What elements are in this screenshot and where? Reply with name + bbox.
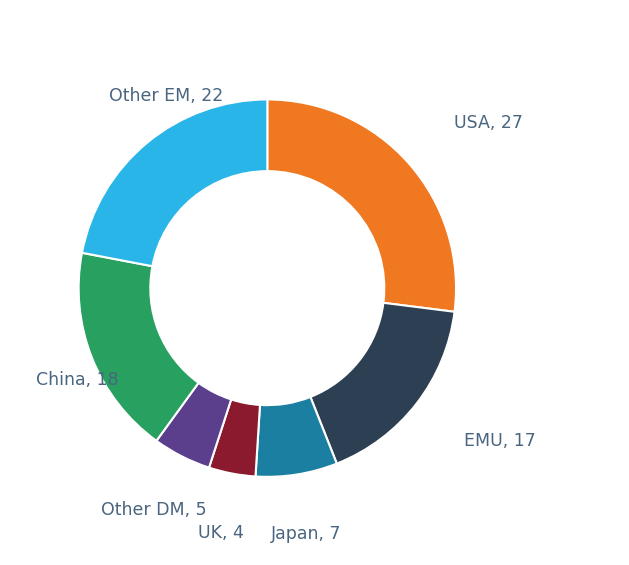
- Wedge shape: [82, 99, 267, 266]
- Wedge shape: [209, 399, 260, 476]
- Wedge shape: [255, 397, 337, 477]
- Text: Japan, 7: Japan, 7: [271, 525, 342, 543]
- Wedge shape: [310, 303, 455, 464]
- Text: Other DM, 5: Other DM, 5: [101, 501, 207, 519]
- Wedge shape: [157, 383, 231, 468]
- Text: USA, 27: USA, 27: [454, 115, 523, 132]
- Text: China, 18: China, 18: [36, 371, 118, 389]
- Text: UK, 4: UK, 4: [198, 524, 243, 542]
- Wedge shape: [79, 253, 199, 441]
- Text: EMU, 17: EMU, 17: [464, 432, 536, 450]
- Text: Other EM, 22: Other EM, 22: [109, 87, 223, 105]
- Wedge shape: [267, 99, 456, 312]
